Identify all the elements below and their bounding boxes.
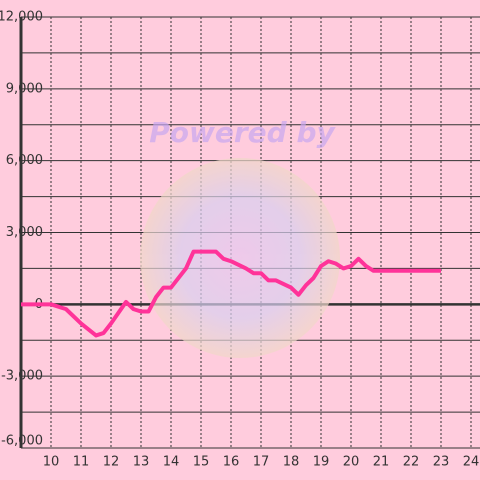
watermark-logo [140,158,340,358]
watermark: Powered by [140,116,340,358]
x-tick-label: 19 [313,455,330,470]
x-tick-label: 18 [283,455,300,470]
y-tick-label: 9,000 [6,81,43,96]
x-tick-label: 20 [343,455,360,470]
x-tick-label: 17 [253,455,270,470]
line [21,249,441,338]
y-tick-label: 6,000 [6,153,43,168]
x-tick-label: 24 [463,455,480,470]
x-tick-label: 21 [373,455,390,470]
x-tick-label: 23 [433,455,450,470]
x-tick-label: 14 [163,455,180,470]
x-tick-label: 16 [223,455,240,470]
x-tick-label: 15 [193,455,210,470]
x-tick-label: 10 [43,455,60,470]
x-tick-label: 22 [403,455,420,470]
x-tick-label: 11 [73,455,90,470]
y-tick-label: 3,000 [6,225,43,240]
x-tick-label: 13 [133,455,150,470]
watermark-text: Powered by [149,116,336,149]
x-tick-label: 12 [103,455,120,470]
